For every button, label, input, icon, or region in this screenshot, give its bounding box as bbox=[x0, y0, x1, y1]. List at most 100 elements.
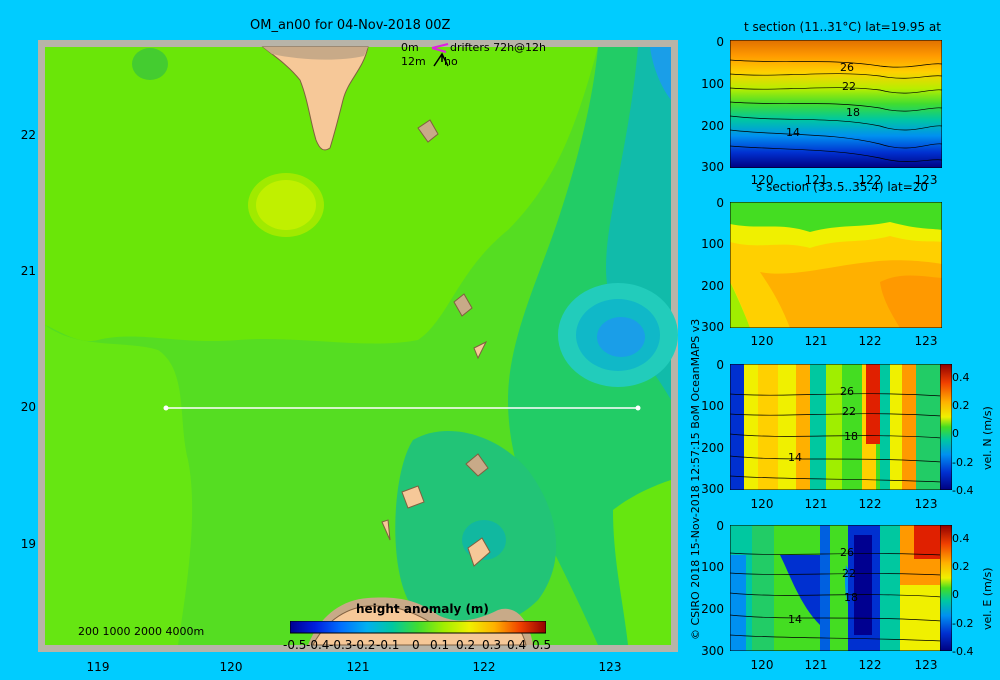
land-island-5 bbox=[401, 485, 425, 509]
colorbar-tick: 0 bbox=[952, 588, 959, 601]
depth-tick: 300 bbox=[701, 320, 724, 334]
land-island-2 bbox=[453, 293, 473, 317]
depth-tick: 100 bbox=[701, 77, 724, 91]
vel-e-section-plot bbox=[730, 525, 942, 651]
lon-tick: 122 bbox=[472, 660, 496, 674]
colorbar-tick: 0.3 bbox=[482, 638, 502, 652]
colorbar-tick: 0.4 bbox=[952, 532, 970, 545]
lat-tick: 21 bbox=[20, 264, 36, 278]
colorbar-tick: 0.2 bbox=[952, 399, 970, 412]
vel-n-colorbar-label: vel. N (m/s) bbox=[981, 406, 994, 470]
colorbar-tick: 0.2 bbox=[952, 560, 970, 573]
lon-tick: 121 bbox=[346, 660, 370, 674]
colorbar-tick: 0.5 bbox=[532, 638, 552, 652]
t-section-plot bbox=[730, 40, 942, 168]
contour-label: 14 bbox=[786, 126, 800, 139]
lon-tick: 122 bbox=[858, 497, 882, 511]
colorbar-tick: -0.5 bbox=[283, 638, 307, 652]
vel-n-colorbar bbox=[940, 364, 952, 490]
vel-n-section-plot bbox=[730, 364, 942, 490]
contour-label: 22 bbox=[842, 567, 856, 580]
lon-tick: 122 bbox=[858, 658, 882, 672]
lon-tick: 122 bbox=[858, 173, 882, 187]
depth-tick: 0 bbox=[716, 196, 724, 210]
legend-depth-12m: 12m bbox=[401, 55, 426, 68]
lon-tick: 120 bbox=[750, 173, 774, 187]
land-island-3 bbox=[473, 340, 488, 360]
contour-label: 26 bbox=[840, 385, 854, 398]
lon-tick: 120 bbox=[750, 334, 774, 348]
depth-tick: 200 bbox=[701, 602, 724, 616]
height-anomaly-colorbar bbox=[290, 621, 546, 634]
contour-label: 14 bbox=[788, 613, 802, 626]
colorbar-tick: 0 bbox=[412, 638, 420, 652]
lat-tick: 22 bbox=[20, 128, 36, 142]
lon-tick: 120 bbox=[750, 658, 774, 672]
contour-label: 26 bbox=[840, 61, 854, 74]
land-island-4 bbox=[465, 453, 489, 477]
contour-label: 22 bbox=[842, 405, 856, 418]
colorbar-tick: 0.4 bbox=[507, 638, 527, 652]
land-island-1 bbox=[417, 119, 439, 143]
depth-tick: 300 bbox=[701, 482, 724, 496]
lon-tick: 120 bbox=[750, 497, 774, 511]
colorbar-tick: -0.2 bbox=[352, 638, 376, 652]
colorbar-tick: -0.4 bbox=[952, 484, 974, 497]
colorbar-tick: -0.3 bbox=[329, 638, 353, 652]
ssh-region-west bbox=[45, 325, 193, 645]
depth-tick: 300 bbox=[701, 644, 724, 658]
vel-e-colorbar bbox=[940, 525, 952, 651]
contour-label: 18 bbox=[844, 591, 858, 604]
land-taiwan bbox=[261, 46, 369, 151]
depth-tick: 0 bbox=[716, 35, 724, 49]
colorbar-tick: 0 bbox=[952, 427, 959, 440]
depth-tick: 200 bbox=[701, 279, 724, 293]
lon-tick: 123 bbox=[914, 658, 938, 672]
bathymetry-legend: 200 1000 2000 4000m bbox=[78, 625, 205, 638]
map-title: OM_an00 for 04-Nov-2018 00Z bbox=[250, 18, 451, 33]
lon-tick: 120 bbox=[219, 660, 243, 674]
depth-tick: 0 bbox=[716, 519, 724, 533]
land-island-6 bbox=[381, 519, 391, 541]
contour-label: 18 bbox=[844, 430, 858, 443]
depth-tick: 200 bbox=[701, 441, 724, 455]
colorbar-tick: -0.2 bbox=[952, 456, 974, 469]
colorbar-title: height anomaly (m) bbox=[356, 602, 489, 616]
depth-tick: 0 bbox=[716, 358, 724, 372]
land-island-7 bbox=[467, 537, 491, 567]
sea-surface-height-map bbox=[38, 40, 678, 652]
vel-e-colorbar-label: vel. E (m/s) bbox=[981, 567, 994, 630]
contour-label: 26 bbox=[840, 546, 854, 559]
lon-tick: 119 bbox=[86, 660, 110, 674]
lon-tick: 122 bbox=[858, 334, 882, 348]
depth-tick: 300 bbox=[701, 160, 724, 174]
lat-tick: 20 bbox=[20, 400, 36, 414]
section-line-end bbox=[635, 405, 641, 411]
lon-tick: 121 bbox=[804, 658, 828, 672]
contour-label: 22 bbox=[842, 80, 856, 93]
drifter-arrow-icon bbox=[431, 43, 449, 67]
lon-tick: 123 bbox=[914, 497, 938, 511]
lon-tick: 123 bbox=[914, 173, 938, 187]
lat-tick: 19 bbox=[20, 537, 36, 551]
lon-tick: 123 bbox=[914, 334, 938, 348]
ssh-patch-nw bbox=[132, 48, 168, 80]
legend-arrow-label: ho bbox=[444, 55, 458, 68]
lon-tick: 121 bbox=[804, 497, 828, 511]
lon-tick: 123 bbox=[598, 660, 622, 674]
depth-tick: 100 bbox=[701, 560, 724, 574]
s-section-title: s section (33.5..35.4) lat=20 bbox=[756, 180, 929, 194]
colorbar-tick: -0.1 bbox=[376, 638, 400, 652]
section-line-start bbox=[163, 405, 169, 411]
contour-label: 18 bbox=[846, 106, 860, 119]
depth-tick: 200 bbox=[701, 119, 724, 133]
colorbar-tick: 0.1 bbox=[430, 638, 450, 652]
colorbar-tick: -0.4 bbox=[952, 645, 974, 658]
lon-tick: 121 bbox=[804, 334, 828, 348]
legend-depth-0m: 0m bbox=[401, 41, 419, 54]
colorbar-tick: -0.4 bbox=[306, 638, 330, 652]
depth-tick: 100 bbox=[701, 237, 724, 251]
legend-drifters: drifters 72h@12h bbox=[450, 41, 547, 54]
lon-tick: 121 bbox=[804, 173, 828, 187]
depth-tick: 100 bbox=[701, 399, 724, 413]
